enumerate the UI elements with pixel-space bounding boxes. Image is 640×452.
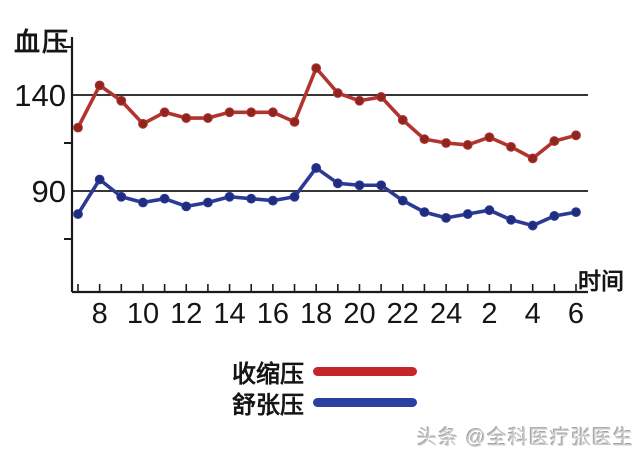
- legend-label-systolic: 收缩压: [232, 361, 304, 388]
- diastolic-point-14: [224, 191, 235, 202]
- legend-item-systolic: 收缩压: [232, 358, 417, 388]
- diastolic-point-2: [484, 205, 495, 216]
- systolic-point-19: [332, 88, 343, 98]
- y-tick-label-90: 90: [32, 174, 66, 209]
- x-axis-title: 时间: [578, 268, 624, 294]
- diastolic-series-line: [76, 166, 578, 228]
- systolic-point-5: [549, 136, 560, 146]
- diastolic-point-19: [332, 178, 343, 189]
- diastolic-point-15: [246, 193, 257, 204]
- diastolic-point-3: [506, 214, 516, 225]
- legend-label-diastolic: 舒张压: [232, 392, 304, 419]
- systolic-point-23: [419, 134, 430, 145]
- diastolic-point-16: [267, 195, 278, 206]
- x-tick-label-22: 22: [387, 298, 419, 330]
- x-tick-label-20: 20: [343, 298, 375, 330]
- x-tick-label-12: 12: [170, 298, 202, 330]
- x-tick-label-24: 24: [430, 298, 462, 330]
- diastolic-point-12: [181, 201, 192, 212]
- x-tick-label-18: 18: [300, 298, 332, 330]
- systolic-point-13: [203, 113, 213, 123]
- systolic-point-2: [484, 132, 495, 143]
- y-axis-title: 血压: [14, 27, 71, 57]
- x-tick-label-6: 6: [568, 298, 584, 330]
- diastolic-point-5: [549, 211, 560, 221]
- systolic-point-4: [527, 153, 538, 164]
- diastolic-point-23: [419, 207, 430, 218]
- diastolic-line-swatch: [313, 398, 417, 407]
- legend: 收缩压 舒张压: [232, 358, 417, 419]
- x-tick-label-10: 10: [127, 298, 159, 330]
- systolic-point-3: [506, 141, 516, 152]
- x-tick-label-14: 14: [213, 298, 245, 330]
- legend-item-diastolic: 舒张压: [232, 389, 417, 419]
- diastolic-point-4: [527, 220, 538, 231]
- diastolic-point-17: [289, 191, 300, 202]
- systolic-point-15: [246, 107, 257, 118]
- x-tick-label-16: 16: [257, 298, 289, 330]
- systolic-point-14: [224, 107, 235, 118]
- systolic-point-7: [73, 122, 83, 133]
- diastolic-point-24: [441, 212, 451, 223]
- diastolic-point-11: [159, 193, 170, 204]
- systolic-point-22: [397, 115, 408, 125]
- diastolic-point-1: [462, 209, 473, 219]
- systolic-point-6: [571, 130, 581, 141]
- systolic-series-line: [76, 66, 578, 161]
- systolic-point-21: [376, 92, 387, 102]
- systolic-point-10: [138, 118, 148, 129]
- systolic-point-17: [289, 116, 300, 127]
- diastolic-point-13: [203, 197, 213, 208]
- systolic-point-18: [311, 63, 322, 74]
- systolic-point-16: [267, 107, 278, 118]
- diastolic-point-8: [94, 174, 105, 185]
- systolic-point-1: [462, 140, 473, 150]
- systolic-point-9: [116, 95, 127, 106]
- systolic-line-swatch: [313, 367, 417, 376]
- diastolic-point-7: [73, 209, 83, 219]
- systolic-point-8: [94, 80, 105, 91]
- y-tick-label-140: 140: [14, 78, 66, 113]
- x-tick-label-8: 8: [92, 298, 108, 330]
- x-tick-label-2: 2: [481, 298, 497, 330]
- diastolic-point-6: [571, 207, 581, 218]
- watermark: 头条 @全科医疗张医生: [417, 427, 634, 449]
- diastolic-point-20: [354, 180, 365, 191]
- diastolic-point-10: [138, 197, 148, 208]
- systolic-point-12: [181, 113, 192, 123]
- diastolic-point-9: [116, 191, 127, 202]
- diastolic-point-18: [311, 163, 322, 173]
- systolic-point-24: [441, 138, 451, 148]
- diastolic-point-21: [376, 180, 387, 191]
- systolic-point-11: [159, 107, 170, 118]
- systolic-point-20: [354, 95, 365, 106]
- x-tick-label-4: 4: [525, 298, 541, 330]
- diastolic-point-22: [397, 195, 408, 206]
